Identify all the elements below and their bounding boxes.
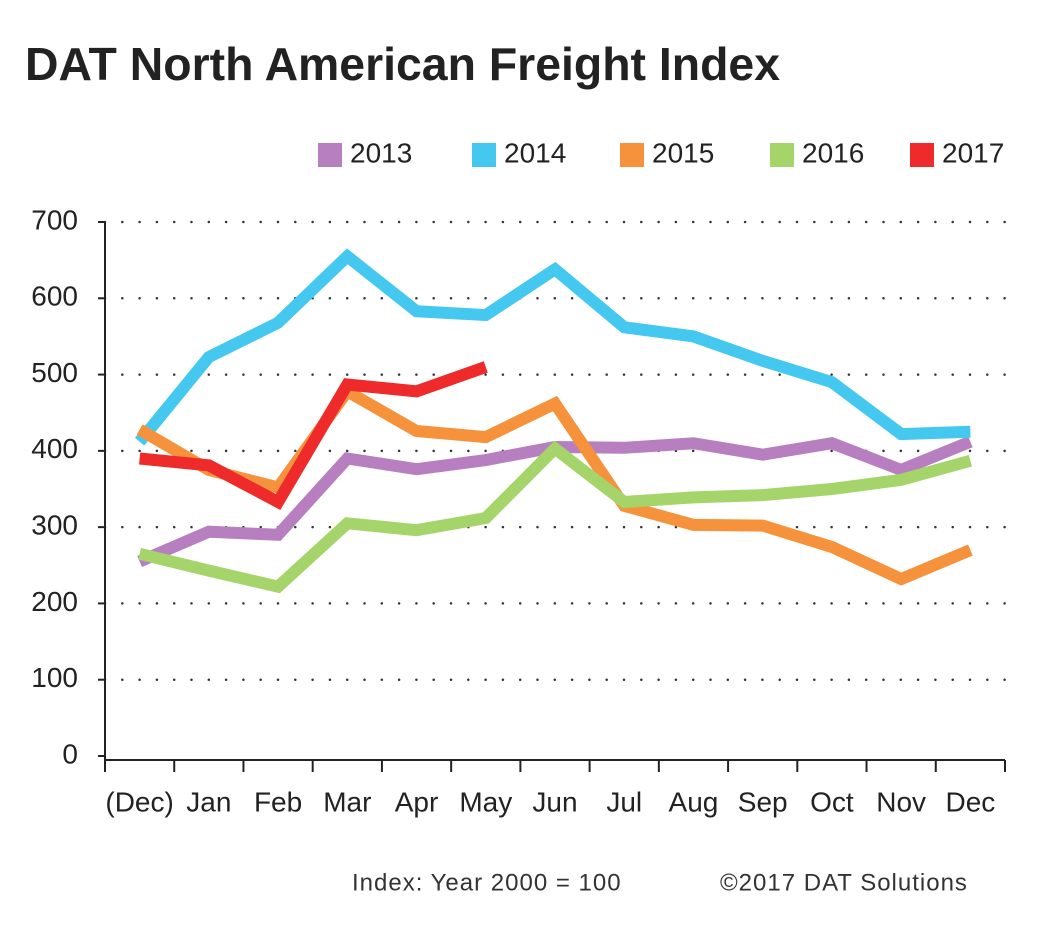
x-tick-label: Aug xyxy=(669,786,719,817)
x-tick-label: (Dec) xyxy=(105,786,173,817)
y-tick-label: 400 xyxy=(31,433,78,464)
x-tick-label: Dec xyxy=(945,786,995,817)
legend-label: 2017 xyxy=(942,137,1004,168)
legend-swatch xyxy=(770,143,794,167)
annotation: ©2017 DAT Solutions xyxy=(720,869,968,896)
legend-swatch xyxy=(472,143,496,167)
x-tick-label: Jan xyxy=(186,786,231,817)
series-line xyxy=(138,440,972,594)
series-line xyxy=(134,248,971,446)
legend-swatch xyxy=(318,143,342,167)
x-tick-label: Mar xyxy=(323,786,371,817)
x-tick-label: Jul xyxy=(606,786,642,817)
series-line xyxy=(136,383,973,586)
x-tick-label: Nov xyxy=(876,786,926,817)
x-tick-label: Sep xyxy=(738,786,788,817)
y-tick-label: 300 xyxy=(31,510,78,541)
y-tick-label: 600 xyxy=(31,281,78,312)
x-tick-label: Oct xyxy=(810,786,854,817)
y-tick-label: 200 xyxy=(31,586,78,617)
x-tick-label: Jun xyxy=(532,786,577,817)
chart-title: DAT North American Freight Index xyxy=(25,38,780,90)
y-tick-label: 700 xyxy=(31,204,78,235)
x-tick-label: Apr xyxy=(395,786,439,817)
x-tick-label: Feb xyxy=(254,786,302,817)
legend-label: 2013 xyxy=(350,137,412,168)
legend-label: 2015 xyxy=(652,137,714,168)
x-tick-label: May xyxy=(459,786,512,817)
legend-label: 2016 xyxy=(802,137,864,168)
legend-swatch xyxy=(620,143,644,167)
y-tick-label: 100 xyxy=(31,662,78,693)
legend-swatch xyxy=(910,143,934,167)
series-line xyxy=(139,361,488,510)
annotation: Index: Year 2000 = 100 xyxy=(352,869,622,896)
legend-label: 2014 xyxy=(504,137,566,168)
y-tick-label: 500 xyxy=(31,357,78,388)
y-tick-label: 0 xyxy=(62,738,78,769)
series-line xyxy=(137,436,973,567)
